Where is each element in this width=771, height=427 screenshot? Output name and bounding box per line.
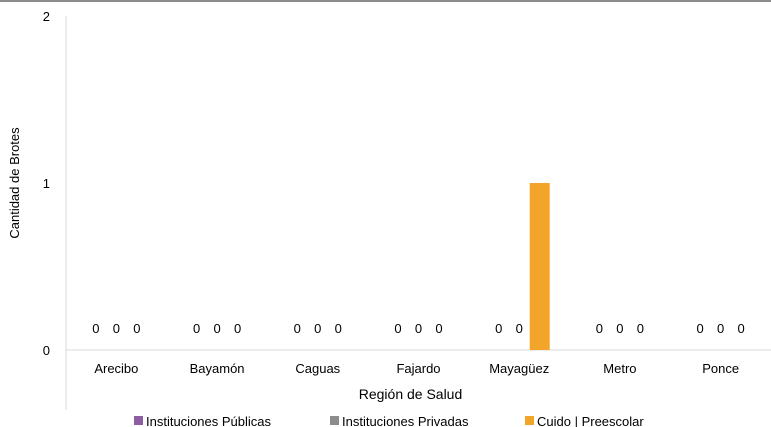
data-label: 0 <box>92 321 99 336</box>
data-label: 0 <box>213 321 220 336</box>
data-label: 0 <box>234 321 241 336</box>
data-label: 0 <box>415 321 422 336</box>
top-border <box>0 0 771 2</box>
data-label: 0 <box>133 321 140 336</box>
y-tick-label: 2 <box>43 9 50 24</box>
legend-swatch <box>134 416 143 425</box>
x-tick-label: Caguas <box>295 361 340 376</box>
y-tick-label: 0 <box>43 343 50 358</box>
y-tick-label: 1 <box>43 176 50 191</box>
x-tick-label: Arecibo <box>94 361 138 376</box>
data-label: 0 <box>697 321 704 336</box>
x-tick-label: Metro <box>603 361 636 376</box>
data-label: 0 <box>113 321 120 336</box>
data-label: 0 <box>394 321 401 336</box>
legend-label: Instituciones Privadas <box>342 414 469 427</box>
data-label: 0 <box>435 321 442 336</box>
x-tick-label: Mayagüez <box>489 361 549 376</box>
x-tick-label: Ponce <box>702 361 739 376</box>
data-label: 0 <box>616 321 623 336</box>
data-label: 0 <box>314 321 321 336</box>
data-label: 0 <box>294 321 301 336</box>
data-label: 0 <box>193 321 200 336</box>
bar <box>529 183 550 350</box>
x-tick-label: Bayamón <box>190 361 245 376</box>
data-label: 0 <box>637 321 644 336</box>
data-label: 0 <box>495 321 502 336</box>
x-tick-label: Fajardo <box>396 361 440 376</box>
y-axis-label: Cantidad de Brotes <box>7 127 22 239</box>
data-label: 0 <box>516 321 523 336</box>
legend-label: Instituciones Públicas <box>146 414 272 427</box>
data-label: 0 <box>717 321 724 336</box>
data-label: 0 <box>596 321 603 336</box>
legend-swatch <box>525 416 534 425</box>
legend-swatch <box>330 416 339 425</box>
data-label: 0 <box>738 321 745 336</box>
legend-label: Cuido | Preescolar <box>537 414 644 427</box>
data-label: 0 <box>335 321 342 336</box>
x-axis-label: Región de Salud <box>359 386 463 402</box>
